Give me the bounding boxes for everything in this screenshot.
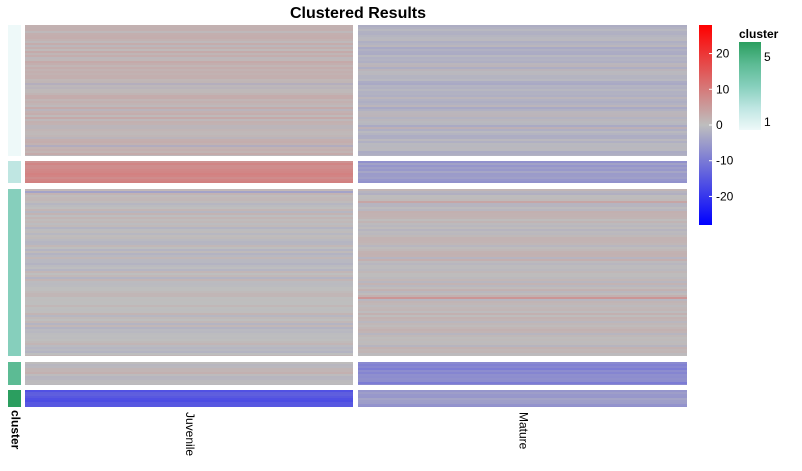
cluster-annotation-bar (8, 25, 21, 407)
heatmap-cell-cluster-4-mature (358, 362, 687, 385)
cluster-legend: cluster 5 1 (739, 27, 779, 130)
color-scale-tick-label: -10 (716, 154, 734, 168)
column-label-mature: Mature (516, 412, 530, 450)
cluster-annotation-2 (8, 161, 21, 183)
color-scale-tick-label: 10 (716, 82, 730, 96)
heatmap-cell-cluster-2-mature (358, 161, 687, 183)
heatmap-cell-cluster-1-juvenile (25, 25, 353, 156)
color-scale-legend: 20 10 0 -10 -20 (699, 25, 734, 225)
color-scale-tick-label: 0 (716, 118, 723, 132)
row-annotation-label: cluster (8, 410, 22, 450)
heatmap-cell-cluster-2-juvenile (25, 161, 353, 183)
cluster-legend-label: 1 (764, 115, 771, 129)
cluster-legend-bar (739, 42, 761, 130)
color-scale-bar (699, 25, 712, 225)
heatmap-cell-cluster-3-mature (358, 189, 687, 356)
color-scale-tick-label: 20 (716, 47, 730, 61)
heatmap-cell-cluster-3-juvenile (25, 189, 353, 356)
cluster-annotation-4 (8, 362, 21, 385)
heatmap-cell-cluster-5-juvenile (25, 390, 353, 407)
cluster-legend-title: cluster (739, 27, 779, 41)
color-scale-tick-label: -20 (716, 189, 734, 203)
heatmap-body (25, 25, 687, 407)
chart-title: Clustered Results (290, 5, 426, 22)
heatmap-cell-cluster-5-mature (358, 390, 687, 407)
column-label-juvenile: Juvenile (183, 412, 197, 456)
cluster-annotation-5 (8, 390, 21, 407)
cluster-annotation-1 (8, 25, 21, 156)
cluster-legend-label: 5 (764, 50, 771, 64)
heatmap-cell-cluster-1-mature (358, 25, 687, 156)
heatmap-cell-cluster-4-juvenile (25, 362, 353, 385)
cluster-annotation-3 (8, 189, 21, 356)
heatmap-labels: Juvenile Mature cluster (8, 410, 530, 456)
